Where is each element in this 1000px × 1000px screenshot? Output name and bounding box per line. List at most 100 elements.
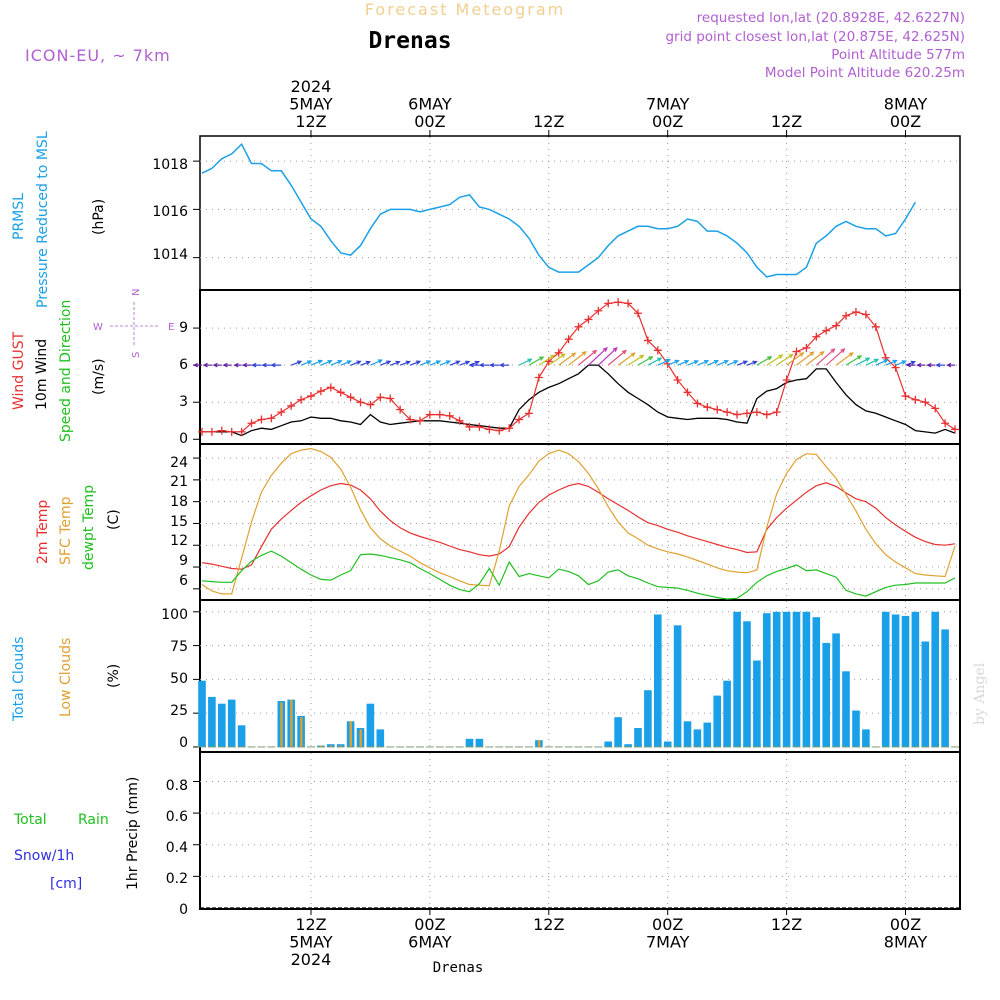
wind-arrow-shaft — [617, 352, 636, 366]
gust-marker — [455, 416, 464, 425]
wind-arrow — [617, 352, 636, 366]
wind-arrow-shaft — [756, 356, 772, 366]
clouds-unit: (%) — [106, 664, 122, 688]
wind-arrow-head — [935, 362, 941, 368]
temp-2m-series-line — [201, 482, 956, 570]
wind-arrow-head — [233, 362, 239, 368]
gust-marker — [505, 424, 514, 433]
total-cloud-bar — [634, 728, 642, 747]
wind-arrow-shaft — [806, 351, 824, 366]
wind-gust-markers — [197, 298, 960, 436]
chart-subtitle: Forecast Meteogram — [365, 0, 565, 19]
low-cloud-bar — [339, 745, 343, 747]
compass-w: W — [93, 322, 103, 333]
compass-s: S — [131, 352, 142, 358]
time-label: 6MAY — [408, 95, 452, 114]
wind-arrow-shaft — [657, 359, 670, 366]
total-cloud-bar — [723, 680, 731, 747]
precip-tick-0.8: 0.8 — [166, 778, 188, 794]
gust-marker — [197, 427, 206, 436]
total-cloud-bar — [901, 615, 910, 747]
wind-arrow — [528, 356, 545, 366]
wind-arrow-shaft — [370, 359, 383, 366]
wind-arrow — [538, 354, 556, 366]
clouds-tick-100: 100 — [161, 607, 188, 623]
gust-marker — [237, 427, 246, 436]
wind-arrow-head — [752, 360, 758, 365]
gust-marker — [832, 321, 841, 330]
precip-panel-frame — [199, 751, 961, 910]
total-cloud-bar — [376, 729, 385, 747]
wind-arrow — [330, 359, 343, 366]
wind-arrow — [222, 362, 232, 368]
wind-arrow-head — [905, 362, 912, 368]
wind-arrow-head — [212, 362, 218, 368]
wind-arrow-head — [474, 360, 481, 366]
wind-arrow-head — [415, 360, 422, 365]
total-cloud-bar — [327, 744, 335, 747]
precip-label-rain: Rain — [78, 812, 109, 828]
wind-arrow-head — [657, 357, 663, 362]
gust-marker — [772, 408, 781, 417]
gust-marker — [217, 426, 226, 435]
wind-arrow-head — [386, 360, 392, 365]
total-cloud-bar — [911, 611, 920, 747]
clouds-tick-25: 25 — [170, 703, 188, 719]
gust-marker — [921, 398, 930, 407]
wind-arrow-head — [296, 360, 303, 365]
wind-arrow — [667, 359, 680, 366]
wind-arrow — [468, 362, 480, 368]
wind-arrow — [340, 360, 353, 366]
wind-arrow-shaft — [637, 356, 653, 366]
wind-arrow-shaft — [786, 352, 804, 366]
wind-arrow-shaft — [548, 353, 566, 366]
time-label: 6MAY — [408, 933, 452, 952]
wind-arrow-head — [560, 353, 566, 358]
wind-arrow-shaft — [766, 354, 783, 366]
gust-marker — [524, 409, 533, 418]
gust-marker — [693, 399, 702, 408]
wind-arrow-shaft — [717, 360, 729, 366]
footer-location: Drenas — [433, 960, 484, 976]
wind-arrow — [916, 362, 926, 368]
time-label: 00Z — [414, 112, 445, 131]
total-cloud-bar — [822, 642, 830, 747]
wind-arrow — [449, 360, 461, 366]
precip-tick-0.2: 0.2 — [166, 871, 188, 887]
total-cloud-bar — [218, 703, 226, 747]
gust-marker — [941, 419, 950, 428]
wind-arrow-shaft — [409, 360, 421, 366]
clouds-tick-50: 50 — [170, 671, 188, 687]
wind-arrow-head — [602, 347, 608, 352]
wind-arrow-head — [465, 360, 471, 365]
wind-arrow — [627, 354, 645, 366]
wind-arrow — [251, 362, 262, 368]
total-cloud-bar — [832, 633, 840, 747]
wind-arrow — [488, 362, 500, 368]
gust-marker — [297, 395, 306, 404]
time-label: 7MAY — [646, 933, 690, 952]
gust-marker — [277, 408, 286, 417]
precip-tick-0.6: 0.6 — [166, 809, 188, 825]
wind-arrow-head — [317, 359, 324, 364]
gust-marker — [287, 401, 296, 410]
wind-arrow-shaft — [360, 361, 370, 366]
wind-arrow-head — [527, 358, 533, 363]
wind-arrow — [518, 358, 533, 366]
gust-marker — [792, 347, 801, 356]
gust-marker — [742, 409, 751, 418]
total-cloud-bar — [812, 617, 821, 747]
precip-panel: 0 0.2 0.4 0.6 0.8 Total Rain Snow/1h [cm… — [13, 777, 960, 918]
gust-marker — [861, 310, 870, 319]
wind-tick-9: 9 — [179, 320, 188, 336]
gust-marker — [842, 311, 851, 320]
wind-arrow-head — [639, 354, 645, 360]
wind-arrow-head — [742, 360, 749, 365]
wind-arrow — [399, 360, 411, 366]
wind-arrow-head — [946, 362, 952, 368]
clouds-tick-75: 75 — [170, 639, 188, 655]
compass-n: N — [131, 289, 142, 296]
total-cloud-bar — [733, 611, 741, 747]
wind-arrow-head — [581, 351, 587, 356]
wind-arrow — [607, 349, 627, 366]
